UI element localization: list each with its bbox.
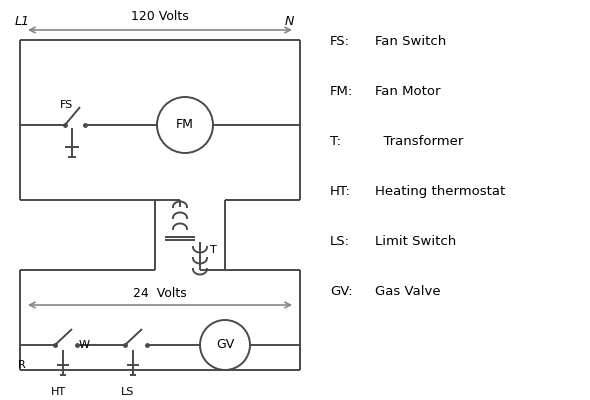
- Text: GV: GV: [216, 338, 234, 352]
- Text: L1: L1: [15, 15, 30, 28]
- Text: N: N: [285, 15, 294, 28]
- Text: W: W: [79, 340, 90, 350]
- Text: HT:: HT:: [330, 185, 351, 198]
- Text: FS:: FS:: [330, 35, 350, 48]
- Text: HT: HT: [50, 387, 65, 397]
- Text: Limit Switch: Limit Switch: [375, 235, 456, 248]
- Text: LS:: LS:: [330, 235, 350, 248]
- Text: FS: FS: [60, 100, 73, 110]
- Text: R: R: [18, 360, 26, 370]
- Text: LS: LS: [122, 387, 135, 397]
- Text: Fan Switch: Fan Switch: [375, 35, 446, 48]
- Text: 120 Volts: 120 Volts: [131, 10, 189, 23]
- Text: Fan Motor: Fan Motor: [375, 85, 441, 98]
- Text: T: T: [210, 245, 217, 255]
- Text: Transformer: Transformer: [375, 135, 463, 148]
- Text: T:: T:: [330, 135, 341, 148]
- Text: 24  Volts: 24 Volts: [133, 287, 187, 300]
- Text: Gas Valve: Gas Valve: [375, 285, 441, 298]
- Text: FM:: FM:: [330, 85, 353, 98]
- Text: Heating thermostat: Heating thermostat: [375, 185, 505, 198]
- Text: GV:: GV:: [330, 285, 353, 298]
- Text: FM: FM: [176, 118, 194, 132]
